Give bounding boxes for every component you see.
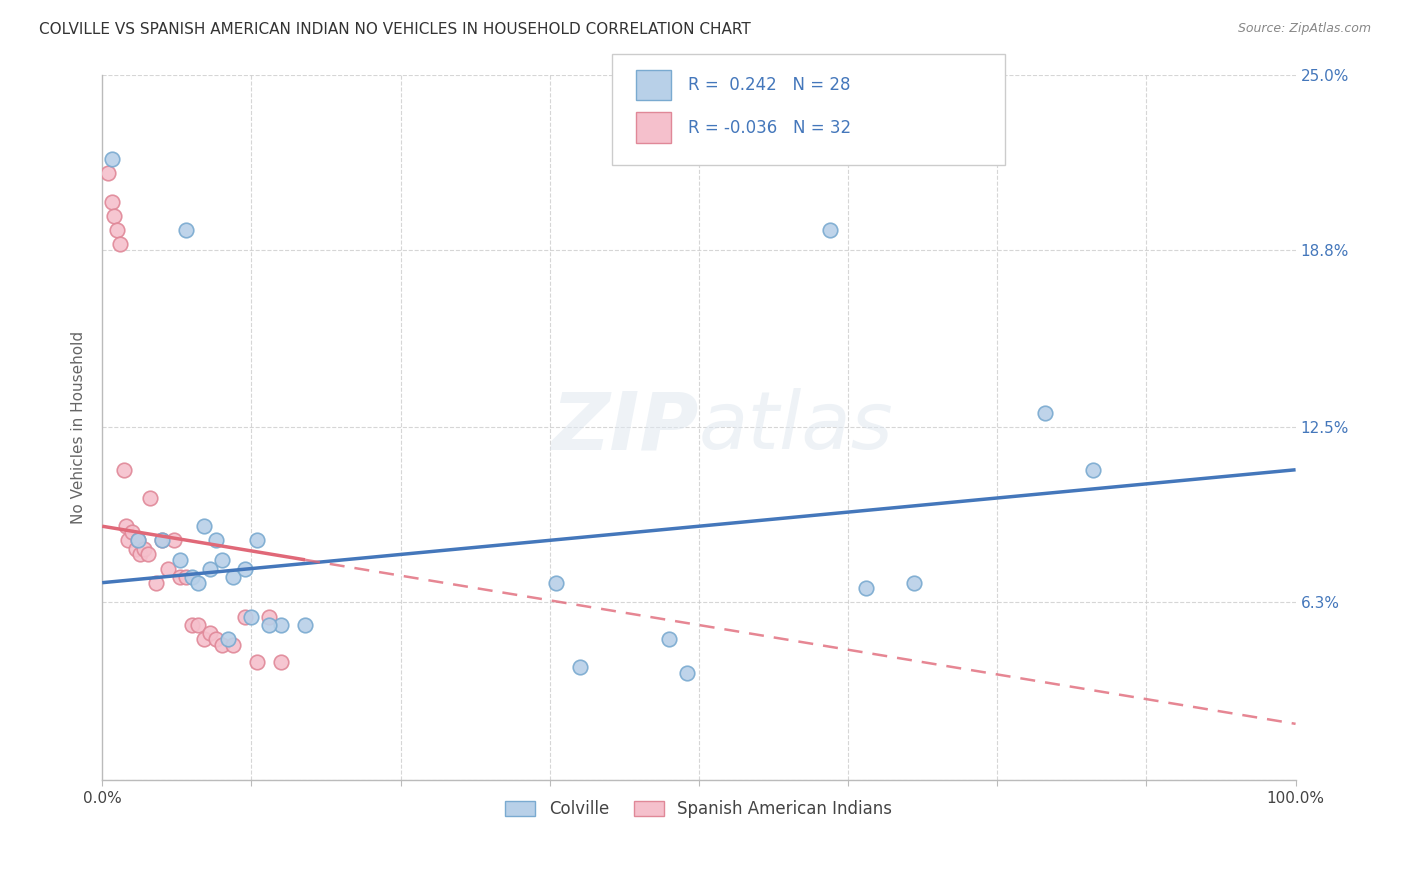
Point [108,236,131,251]
Point [174,570,197,584]
Text: R =  0.242   N = 28: R = 0.242 N = 28 [688,76,851,94]
Point [156,561,179,575]
Point [204,632,226,647]
Point [235,609,257,624]
Point [129,548,152,562]
Point [240,609,263,624]
Point [193,519,215,533]
Point [1033,406,1056,420]
Point [903,575,925,590]
Point [246,533,269,548]
Point [97,166,120,180]
Point [187,618,209,632]
Point [180,618,202,632]
Point [222,570,245,584]
Point [222,638,245,652]
Point [211,553,233,567]
Point [1081,463,1104,477]
Point [270,655,292,669]
Point [139,491,162,505]
Point [169,570,191,584]
Point [180,570,202,584]
Point [112,463,135,477]
Text: ZIP: ZIP [551,388,699,467]
Point [204,533,226,548]
Y-axis label: No Vehicles in Household: No Vehicles in Household [72,331,86,524]
Point [100,152,122,166]
Point [658,632,681,647]
Point [163,533,186,548]
Point [259,618,281,632]
Text: R = -0.036   N = 32: R = -0.036 N = 32 [688,119,851,136]
Point [145,575,167,590]
Point [270,618,292,632]
Point [150,533,173,548]
Point [127,533,149,548]
Point [121,524,143,539]
Point [115,519,138,533]
Text: COLVILLE VS SPANISH AMERICAN INDIAN NO VEHICLES IN HOUSEHOLD CORRELATION CHART: COLVILLE VS SPANISH AMERICAN INDIAN NO V… [39,22,751,37]
Point [169,553,191,567]
Point [193,632,215,647]
Point [235,561,257,575]
Point [198,561,221,575]
Point [198,626,221,640]
Point [217,632,239,647]
Text: Source: ZipAtlas.com: Source: ZipAtlas.com [1237,22,1371,36]
Point [132,541,155,556]
Point [127,533,149,548]
Point [855,582,877,596]
Point [150,533,173,548]
Point [818,223,841,237]
Point [211,638,233,652]
Point [105,223,128,237]
Point [100,194,122,209]
Legend: Colville, Spanish American Indians: Colville, Spanish American Indians [499,794,898,825]
Point [246,655,269,669]
Point [294,618,316,632]
Text: atlas: atlas [699,388,894,467]
Point [568,660,591,674]
Point [117,533,139,548]
Point [259,609,281,624]
Point [124,541,146,556]
Point [174,223,197,237]
Point [187,575,209,590]
Point [136,548,159,562]
Point [544,575,567,590]
Point [103,209,125,223]
Point [676,666,699,681]
